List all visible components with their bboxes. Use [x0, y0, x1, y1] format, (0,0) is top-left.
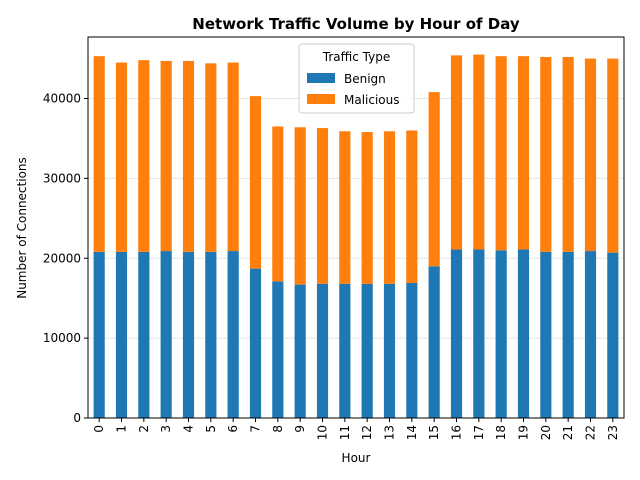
bar-benign-hour-3: [160, 251, 172, 418]
x-tick-label: 15: [427, 425, 441, 440]
bar-benign-hour-14: [406, 283, 418, 418]
bar-malicious-hour-22: [584, 58, 597, 252]
x-tick-label: 18: [494, 425, 508, 440]
bar-malicious-hour-20: [540, 56, 552, 252]
y-tick-label: 10000: [43, 331, 81, 345]
bar-benign-hour-20: [540, 251, 552, 418]
bar-malicious-hour-2: [138, 60, 150, 252]
bar-benign-hour-1: [115, 251, 128, 418]
bar-benign-hour-10: [316, 283, 329, 418]
x-axis-title: Hour: [342, 451, 371, 465]
x-tick-label: 16: [450, 425, 464, 440]
bar-malicious-hour-6: [227, 62, 239, 252]
bar-benign-hour-0: [93, 251, 105, 418]
bar-benign-hour-7: [249, 268, 262, 418]
bar-benign-hour-18: [495, 250, 507, 418]
bars: [93, 54, 619, 418]
bar-malicious-hour-15: [428, 92, 440, 267]
chart-title: Network Traffic Volume by Hour of Day: [192, 15, 520, 33]
bar-benign-hour-5: [205, 251, 217, 418]
x-tick-label: 1: [115, 425, 129, 433]
bar-malicious-hour-8: [272, 126, 284, 282]
bar-malicious-hour-17: [473, 54, 485, 250]
x-axis: 0 1 2 3 4 5 6 7 8 9 10 11 12 13 14 15 16 17 18 19 20 21 22 23: [92, 418, 620, 440]
bar-benign-hour-21: [562, 251, 574, 418]
bar-malicious-hour-5: [205, 63, 217, 252]
x-tick-label: 20: [539, 425, 553, 440]
y-axis: 0 10000 20000 30000 40000: [43, 92, 88, 425]
bar-malicious-hour-1: [115, 62, 128, 252]
bar-benign-hour-19: [517, 249, 530, 418]
legend-label-malicious: Malicious: [344, 93, 400, 107]
bar-benign-hour-22: [584, 251, 597, 418]
bar-benign-hour-8: [272, 281, 284, 418]
bar-malicious-hour-13: [383, 131, 396, 284]
legend: Traffic Type Benign Malicious: [298, 43, 415, 114]
bar-malicious-hour-0: [93, 56, 105, 252]
bar-malicious-hour-19: [517, 56, 530, 250]
bar-malicious-hour-10: [316, 128, 329, 284]
y-tick-label: 30000: [43, 171, 81, 185]
y-tick-label: 40000: [43, 92, 81, 106]
bar-benign-hour-6: [227, 251, 239, 418]
y-axis-title: Number of Connections: [15, 157, 29, 299]
legend-title: Traffic Type: [322, 50, 390, 64]
bar-malicious-hour-4: [182, 60, 195, 252]
bar-malicious-hour-11: [339, 131, 351, 284]
x-tick-label: 10: [316, 425, 330, 440]
x-tick-label: 12: [360, 425, 374, 440]
x-tick-label: 22: [584, 425, 598, 440]
bar-benign-hour-9: [294, 284, 306, 418]
x-tick-label: 4: [182, 425, 196, 433]
bar-benign-hour-2: [138, 251, 150, 418]
x-tick-label: 14: [405, 425, 419, 440]
y-tick-label: 0: [73, 411, 81, 425]
bar-benign-hour-23: [607, 252, 619, 418]
x-tick-label: 11: [338, 425, 352, 440]
bar-benign-hour-16: [450, 249, 463, 418]
x-tick-label: 21: [561, 425, 575, 440]
bar-malicious-hour-21: [562, 56, 574, 252]
bar-malicious-hour-18: [495, 56, 507, 251]
bar-benign-hour-11: [339, 283, 351, 418]
bar-malicious-hour-16: [450, 55, 463, 250]
y-tick-label: 20000: [43, 251, 81, 265]
bar-malicious-hour-14: [406, 130, 418, 284]
plot-frame: [87, 36, 625, 419]
bar-malicious-hour-3: [160, 60, 172, 252]
bar-malicious-hour-23: [607, 58, 619, 253]
bar-benign-hour-17: [473, 249, 485, 418]
x-tick-label: 9: [293, 425, 307, 433]
legend-label-benign: Benign: [344, 72, 386, 86]
bar-malicious-hour-12: [361, 132, 373, 284]
x-tick-label: 0: [92, 425, 106, 433]
bar-malicious-hour-7: [249, 96, 262, 269]
bar-benign-hour-4: [182, 251, 195, 418]
x-tick-label: 13: [383, 425, 397, 440]
x-tick-label: 23: [606, 425, 620, 440]
legend-swatch-malicious: [307, 94, 335, 104]
bar-benign-hour-15: [428, 266, 440, 418]
bar-malicious-hour-9: [294, 127, 306, 285]
x-tick-label: 3: [159, 425, 173, 433]
x-tick-label: 2: [137, 425, 151, 433]
x-tick-label: 8: [271, 425, 285, 433]
bar-benign-hour-12: [361, 283, 373, 418]
legend-swatch-benign: [307, 73, 335, 83]
x-tick-label: 17: [472, 425, 486, 440]
bar-benign-hour-13: [383, 283, 396, 418]
x-tick-label: 19: [517, 425, 531, 440]
x-tick-label: 5: [204, 425, 218, 433]
x-tick-label: 7: [249, 425, 263, 433]
x-tick-label: 6: [226, 425, 240, 433]
